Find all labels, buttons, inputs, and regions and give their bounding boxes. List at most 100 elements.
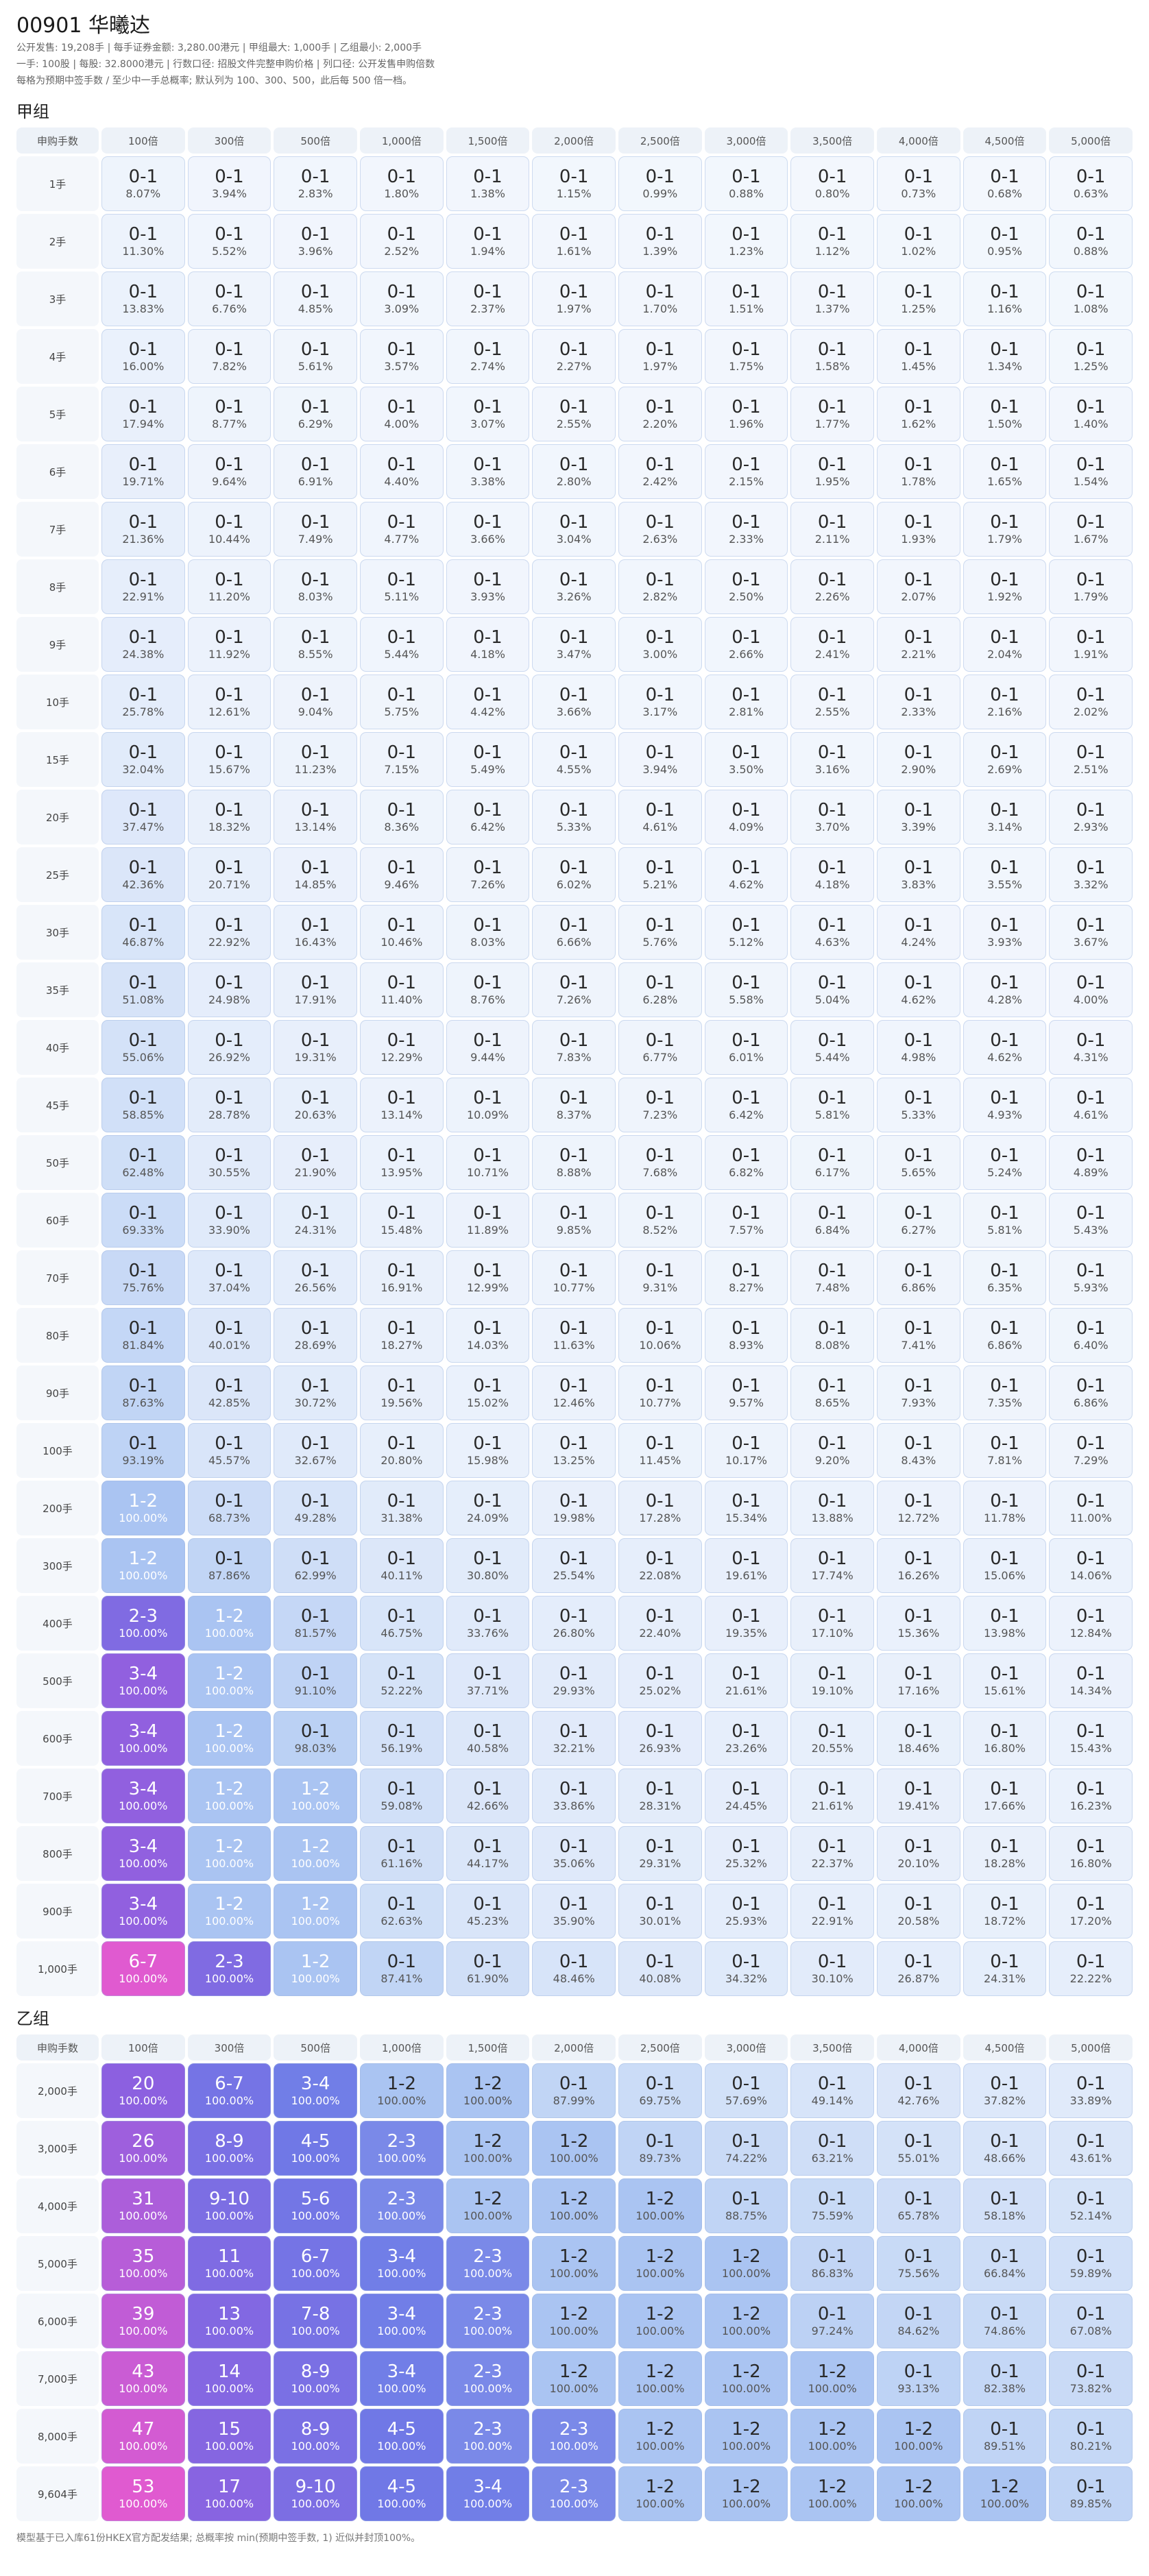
win-probability: 100.00% — [291, 1857, 340, 1870]
column-header: 100倍 — [101, 2034, 185, 2061]
win-probability: 4.00% — [1073, 993, 1109, 1006]
expected-lots: 0-1 — [904, 2074, 934, 2094]
odds-cell: 0-1 16.91% — [359, 1250, 444, 1305]
odds-cell: 0-1 6.91% — [274, 444, 357, 499]
win-probability: 4.77% — [384, 533, 420, 546]
win-probability: 100.00% — [119, 1684, 168, 1697]
win-probability: 100.00% — [894, 2497, 943, 2510]
expected-lots: 0-1 — [645, 2074, 675, 2094]
odds-cell: 31 100.00% — [101, 2178, 185, 2233]
expected-lots: 0-1 — [128, 224, 158, 245]
win-probability: 1.93% — [901, 533, 936, 546]
win-probability: 1.15% — [556, 187, 592, 200]
odds-cell: 0-1 1.25% — [1049, 329, 1133, 384]
win-probability: 40.01% — [208, 1339, 250, 1352]
win-probability: 100.00% — [119, 2440, 168, 2453]
win-probability: 58.85% — [122, 1108, 165, 1121]
expected-lots: 0-1 — [215, 685, 244, 705]
odds-cell: 0-1 20.55% — [790, 1711, 874, 1766]
expected-lots: 1-2 — [215, 1606, 244, 1627]
expected-lots: 0-1 — [215, 1203, 244, 1224]
expected-lots: 0-1 — [559, 800, 589, 821]
row-label: 35手 — [16, 962, 99, 1017]
odds-cell: 0-1 67.08% — [1049, 2294, 1133, 2348]
column-header: 2,500倍 — [618, 2034, 702, 2061]
expected-lots: 0-1 — [1076, 1376, 1106, 1396]
win-probability: 22.92% — [208, 936, 250, 949]
odds-cell: 0-1 24.09% — [446, 1481, 530, 1535]
win-probability: 100.00% — [291, 2440, 340, 2453]
odds-cell: 0-1 1.54% — [1049, 444, 1133, 499]
expected-lots: 0-1 — [990, 685, 1019, 705]
expected-lots: 0-1 — [473, 454, 503, 475]
win-probability: 25.02% — [639, 1684, 681, 1697]
expected-lots: 0-1 — [817, 1376, 847, 1396]
expected-lots: 0-1 — [1076, 2304, 1106, 2324]
odds-cell: 0-1 5.24% — [963, 1135, 1047, 1190]
expected-lots: 0-1 — [559, 1548, 589, 1569]
odds-cell: 1-2 100.00% — [446, 2063, 530, 2118]
row-label: 7手 — [16, 502, 99, 557]
expected-lots: 3-4 — [387, 2304, 417, 2324]
win-probability: 19.61% — [725, 1569, 767, 1582]
odds-cell: 0-1 5.44% — [790, 1020, 874, 1075]
expected-lots: 1-2 — [559, 2361, 589, 2382]
win-probability: 8.07% — [125, 187, 161, 200]
win-probability: 59.89% — [1069, 2267, 1112, 2280]
odds-cell: 0-1 6.29% — [274, 387, 357, 441]
expected-lots: 3-4 — [128, 1836, 158, 1857]
expected-lots: 0-1 — [817, 570, 847, 590]
odds-cell: 0-1 7.26% — [532, 962, 616, 1017]
odds-cell: 0-1 10.44% — [187, 502, 271, 557]
expected-lots: 0-1 — [1076, 339, 1106, 360]
win-probability: 8.36% — [384, 821, 420, 834]
expected-lots: 0-1 — [904, 454, 934, 475]
expected-lots: 4-5 — [387, 2419, 417, 2440]
odds-cell: 0-1 7.15% — [359, 732, 444, 787]
win-probability: 13.83% — [122, 302, 165, 315]
odds-cell: 0-1 1.50% — [963, 387, 1047, 441]
expected-lots: 1-2 — [731, 2246, 761, 2267]
win-probability: 7.26% — [556, 993, 592, 1006]
odds-cell: 0-1 7.93% — [876, 1365, 960, 1420]
win-probability: 61.16% — [380, 1857, 423, 1870]
win-probability: 89.85% — [1069, 2497, 1112, 2510]
win-probability: 8.27% — [729, 1281, 764, 1294]
win-probability: 100.00% — [636, 2324, 685, 2337]
expected-lots: 0-1 — [645, 1894, 675, 1915]
expected-lots: 0-1 — [817, 915, 847, 936]
odds-cell: 0-1 93.13% — [876, 2351, 960, 2406]
odds-cell: 0-1 44.17% — [446, 1826, 530, 1881]
expected-lots: 5-6 — [300, 2189, 330, 2209]
odds-cell: 0-1 42.36% — [101, 847, 185, 902]
win-probability: 9.44% — [470, 1051, 505, 1064]
odds-cell: 2-3 100.00% — [359, 2178, 444, 2233]
win-probability: 4.62% — [987, 1051, 1022, 1064]
odds-cell: 0-1 1.37% — [790, 271, 874, 326]
column-header: 4,000倍 — [876, 2034, 960, 2061]
expected-lots: 0-1 — [128, 742, 158, 763]
odds-cell: 0-1 22.91% — [101, 559, 185, 614]
expected-lots: 0-1 — [215, 1030, 244, 1051]
expected-lots: 0-1 — [990, 1030, 1019, 1051]
odds-cell: 0-1 5.44% — [359, 617, 444, 672]
win-probability: 8.03% — [298, 590, 333, 603]
win-probability: 1.40% — [1073, 417, 1109, 430]
odds-cell: 53 100.00% — [101, 2466, 185, 2521]
expected-lots: 0-1 — [904, 1433, 934, 1454]
expected-lots: 0-1 — [904, 1203, 934, 1224]
odds-cell: 0-1 12.46% — [532, 1365, 616, 1420]
column-header: 3,500倍 — [790, 127, 874, 154]
expected-lots: 1-2 — [300, 1779, 330, 1799]
win-probability: 1.79% — [987, 533, 1022, 546]
expected-lots: 1-2 — [128, 1548, 158, 1569]
expected-lots: 0-1 — [817, 1088, 847, 1108]
win-probability: 24.45% — [725, 1799, 767, 1812]
odds-cell: 0-1 1.97% — [618, 329, 702, 384]
expected-lots: 0-1 — [473, 800, 503, 821]
odds-cell: 1-2 100.00% — [101, 1538, 185, 1593]
win-probability: 4.18% — [814, 878, 850, 891]
win-probability: 2.27% — [556, 360, 592, 373]
expected-lots: 0-1 — [559, 1318, 589, 1339]
expected-lots: 1-2 — [817, 2477, 847, 2497]
